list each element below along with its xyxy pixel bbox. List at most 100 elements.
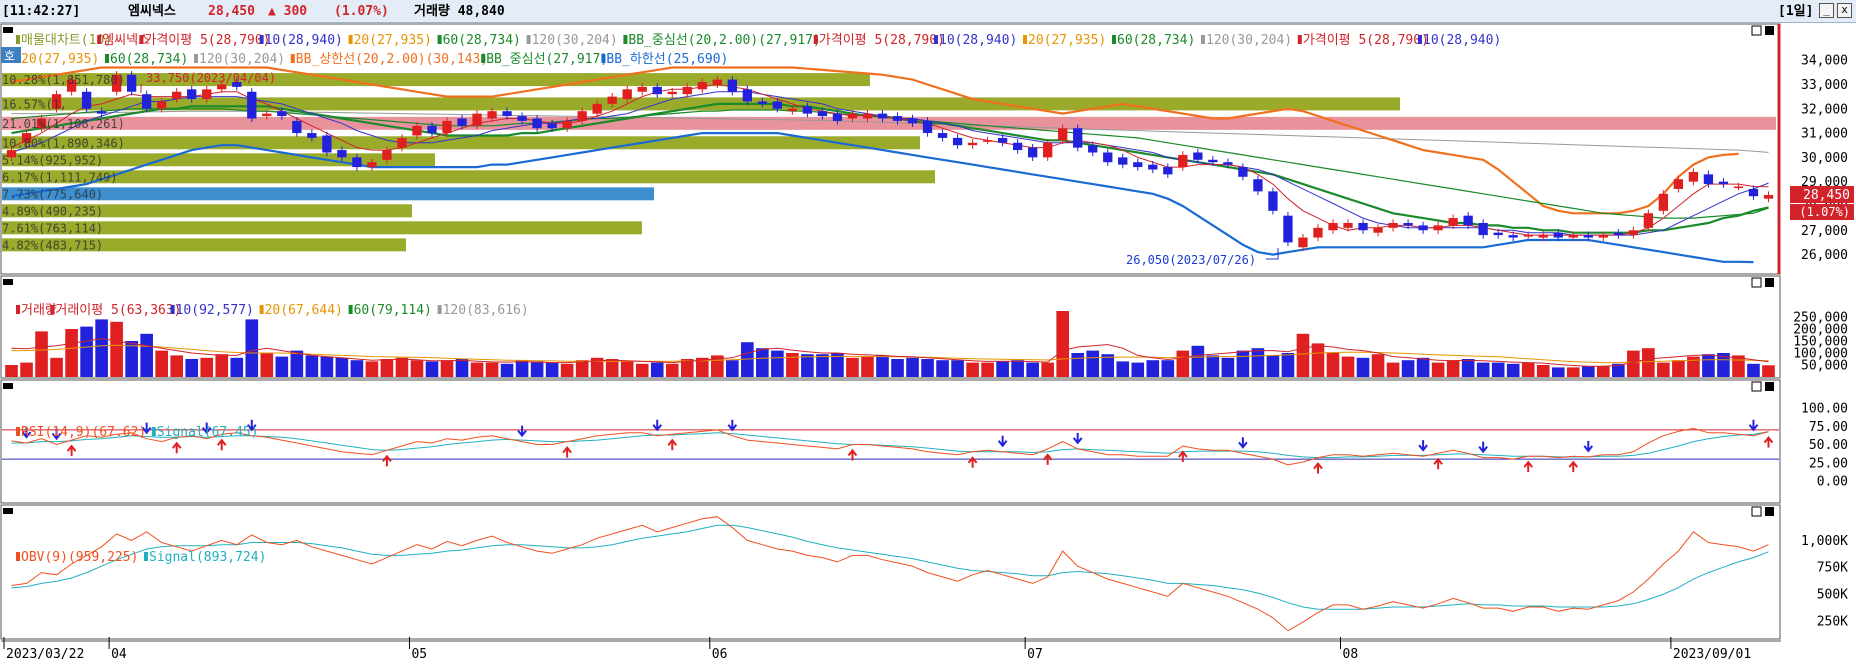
legend-swatch [481,54,486,63]
volume-bar [485,362,499,377]
candle-body [892,116,903,121]
candle-body [547,123,557,129]
volume-bar [1491,362,1505,377]
candle-body [1643,213,1654,228]
candle-body [21,133,32,143]
candle-body [1088,145,1098,153]
volume-profile-bar [2,170,935,184]
volume-axis-tick: 200,000 [1793,323,1848,338]
panel-close-icon [1765,382,1774,391]
candle-body [562,120,572,129]
panel-close-icon [1765,26,1774,35]
candle-body [247,91,257,119]
volume-bar [200,357,214,377]
x-axis-label: 2023/03/22 [6,647,84,662]
price-legend-item: 10(28,940) [1423,33,1501,48]
volume-bar [1672,360,1685,377]
price-axis-tick: 31,000 [1801,127,1848,142]
panel-menu-icon [3,279,13,285]
sell-signal-arrow [246,419,257,432]
candle-body [382,150,392,160]
volume-bar [1221,357,1235,377]
volume-bar [95,319,108,377]
volume-readout: 거래량 48,840 [414,4,505,19]
close-button[interactable]: x [1837,3,1852,18]
volume-axis-tick: 250,000 [1793,311,1848,326]
volume-bar [515,360,529,377]
candle-body [742,89,752,102]
volume-bar [530,361,544,377]
candle-body [412,125,422,136]
candle-body [1748,188,1759,197]
volume-bar [140,333,153,377]
candle-body [427,125,437,134]
volume-profile-label: 7.61%(763,114) [2,221,103,235]
rsi-axis-tick: 25.00 [1809,456,1848,471]
volume-bar [1311,343,1325,377]
volume-bar [876,355,889,377]
candle-body [1448,218,1458,226]
volume-profile-label: 10.80%(1,890,346) [2,136,125,150]
volume-bar [1702,354,1715,377]
volume-bar [1627,350,1640,377]
volume-legend-item: 60(79,114) [354,303,432,318]
candle-body [862,113,873,119]
candle-body [292,120,302,134]
obv-signal-line [11,524,1769,610]
volume-bar [245,319,259,377]
volume-bar [440,360,454,377]
buy-signal-arrow [967,456,978,468]
price-legend-item: 20(27,935) [354,33,432,48]
panel-close-icon [1765,507,1774,516]
volume-bar [275,356,289,377]
volume-bar [1642,348,1655,377]
candle-body [96,111,107,114]
volume-bar [125,341,138,377]
candle-body [532,118,542,129]
price-legend-item: 가격이평 5(28,790) [144,33,270,48]
volume-bar [1341,356,1355,377]
candle-body [847,113,858,119]
candle-body [1178,154,1188,168]
sell-signal-arrow [652,419,663,432]
volume-bar [395,357,409,377]
volume-bar [1717,353,1730,377]
volume-bar [50,357,63,377]
price-legend-item: 120(30,204) [199,52,285,67]
candle-body [517,116,527,121]
buy-signal-arrow [1763,436,1774,448]
current-price-box [1790,186,1854,204]
volume-bar [1566,367,1580,377]
volume-legend-item: 거래량 [21,303,57,318]
volume-profile-bar [2,73,870,87]
candle-body [607,96,617,104]
candle-body [697,82,707,90]
candle-body [652,86,662,95]
candle-body [1223,162,1233,165]
legend-swatch [16,552,20,561]
volume-bar [365,361,379,377]
obv-axis-tick: 1,000K [1801,534,1848,549]
panel-maximize-icon [1751,25,1762,36]
volume-bar [1011,360,1024,377]
volume-bar [1762,365,1775,377]
volume-bar [320,356,334,377]
obv-line [11,516,1769,632]
volume-bar [951,360,964,377]
volume-bar [741,342,754,377]
volume-bar [335,357,349,377]
candle-body [457,118,467,126]
volume-bar [20,362,33,377]
volume-bar [65,329,78,377]
candle-body [757,101,768,104]
volume-bar [1446,360,1460,377]
volume-bar [1026,362,1039,377]
period-selector[interactable]: [1일] [1778,4,1814,19]
candle-body [1373,227,1383,233]
buy-signal-arrow [216,438,227,451]
candle-body [637,86,647,92]
minimize-button[interactable]: _ [1819,3,1834,18]
buy-signal-arrow [667,438,678,451]
volume-bar [260,353,274,377]
